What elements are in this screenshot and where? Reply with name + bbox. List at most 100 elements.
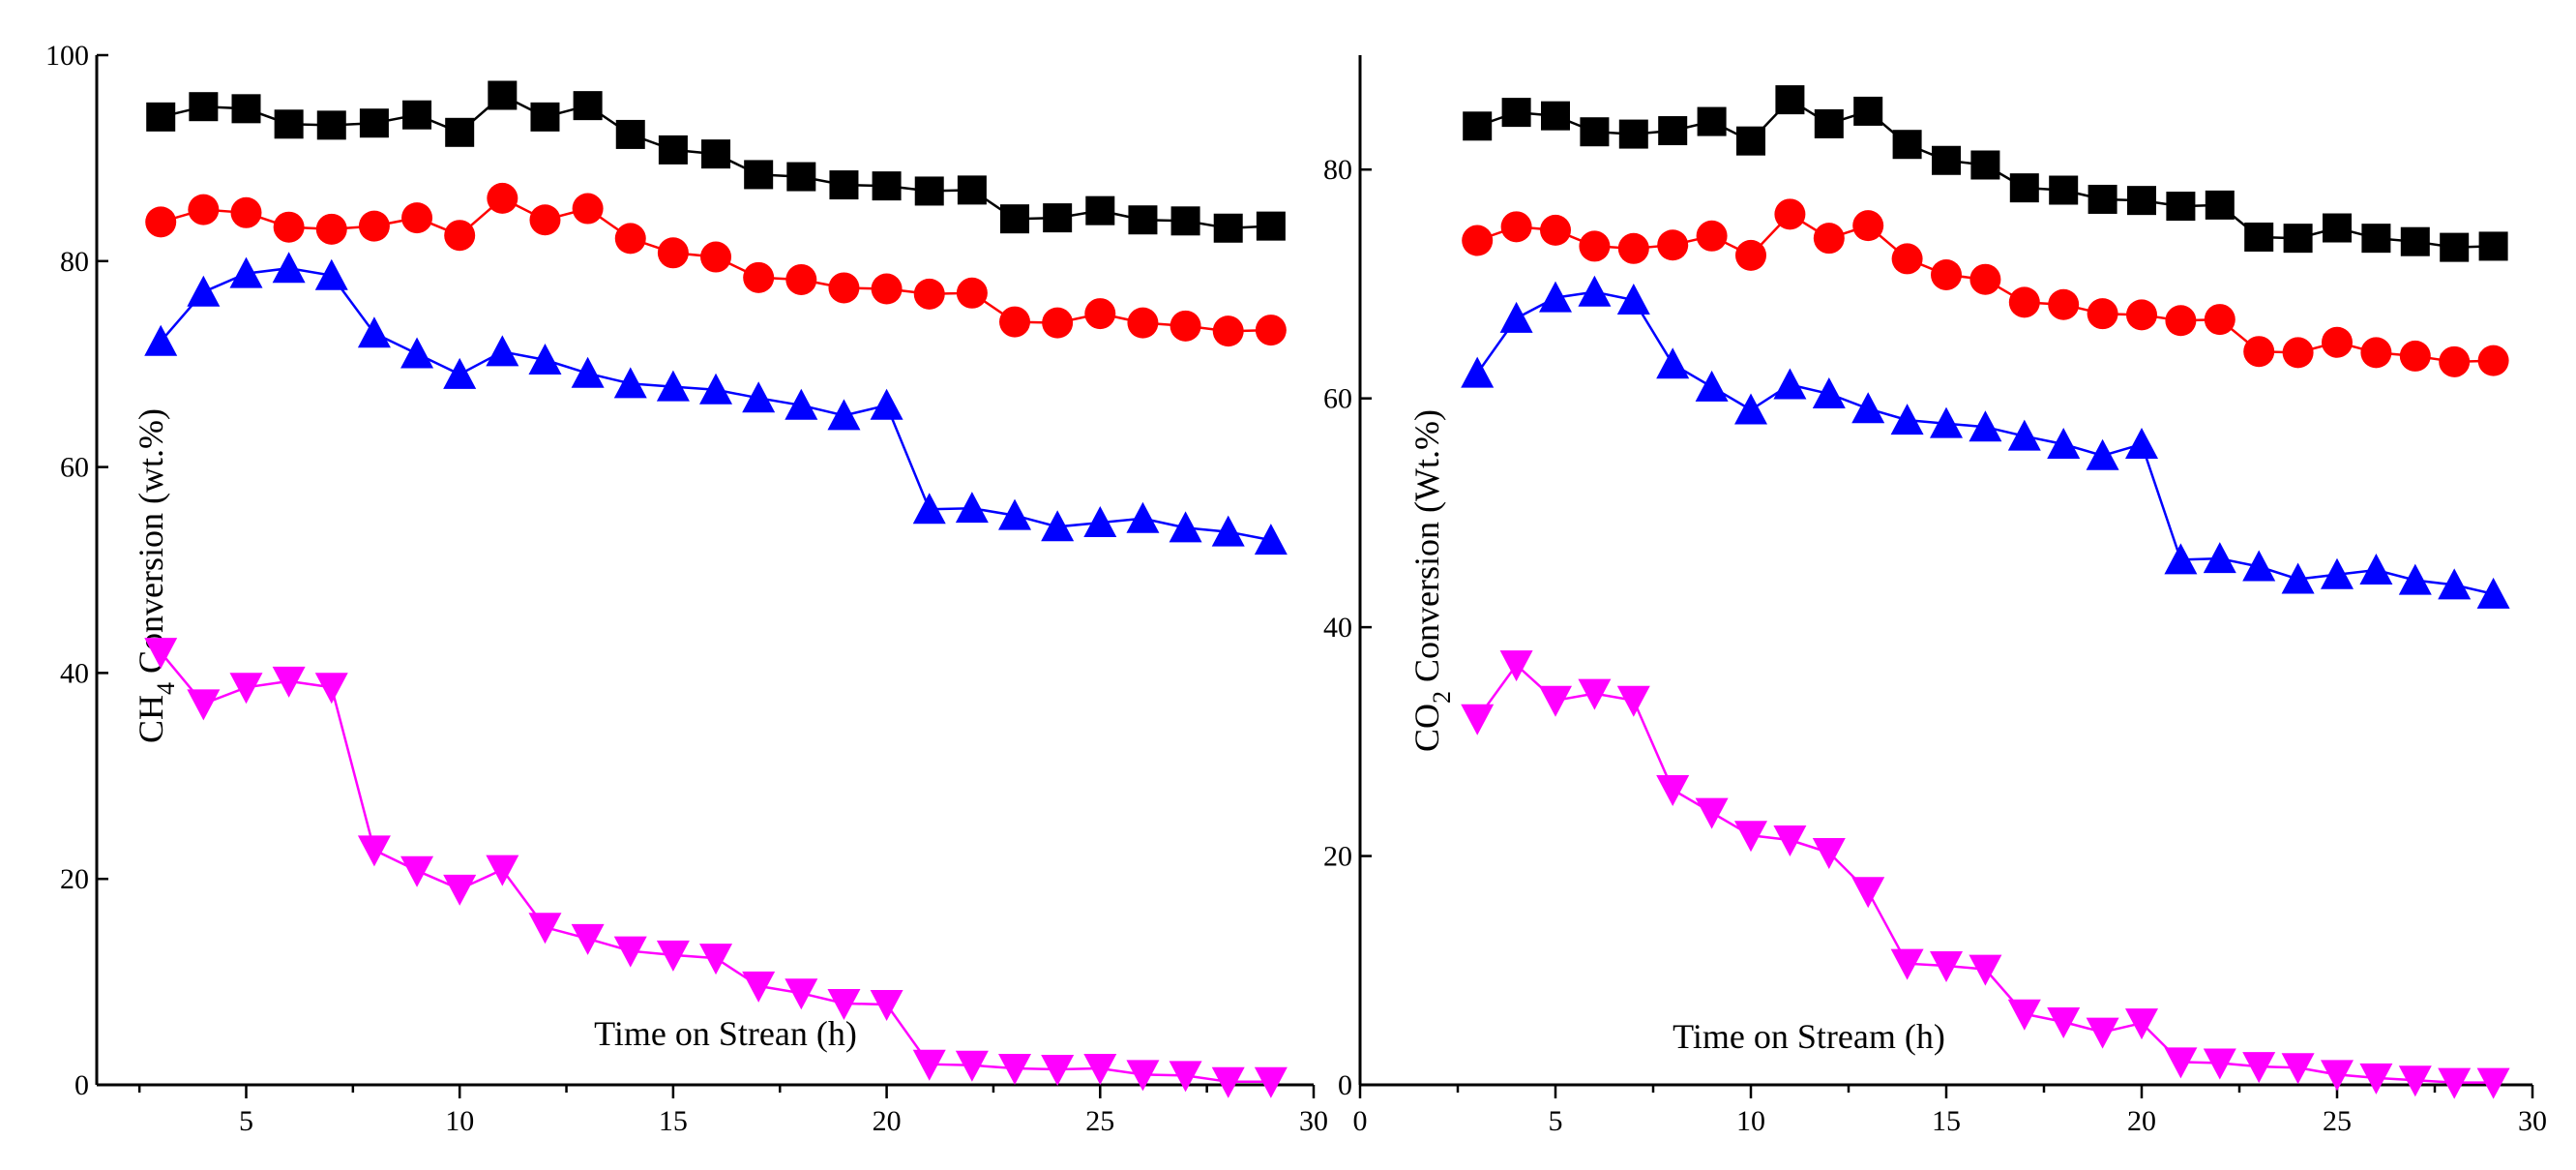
series-2-point: [529, 204, 561, 236]
y-tick-label: 100: [45, 40, 89, 72]
series-1-point: [872, 171, 902, 201]
series-4-point: [1083, 1053, 1117, 1085]
series-3-point: [571, 356, 605, 388]
x-tick-label: 20: [2127, 1105, 2156, 1137]
series-4-point: [1211, 1066, 1245, 1098]
series-3-point: [2047, 427, 2081, 459]
series-1-point: [744, 160, 774, 190]
series-3-point: [2242, 550, 2276, 582]
series-2-point: [913, 278, 945, 310]
series-3-point: [742, 381, 776, 413]
series-1-point: [2009, 173, 2039, 203]
series-2-point: [1084, 298, 1116, 330]
series-3-point: [2203, 542, 2236, 574]
y-tick-label: 0: [1338, 1069, 1352, 1101]
series-1-point: [1128, 205, 1158, 235]
series-3-point: [2125, 427, 2158, 459]
series-2-point: [2204, 304, 2235, 336]
series-3-point: [2476, 577, 2510, 609]
series-1-point: [1736, 126, 1765, 156]
series-3-point: [955, 492, 989, 524]
y-tick-label: 20: [60, 863, 89, 895]
series-4-point: [1695, 797, 1729, 829]
series-3-point: [187, 275, 221, 307]
series-1-point: [189, 92, 219, 122]
series-2-point: [871, 273, 903, 305]
series-4-point: [1254, 1066, 1288, 1098]
series-2-point: [956, 277, 988, 309]
series-2-point: [1852, 210, 1884, 242]
y-axis-title-prefix: CH: [132, 695, 170, 743]
series-4-point: [400, 855, 434, 887]
series-1-point: [1580, 117, 1610, 147]
series-3-point: [2359, 554, 2393, 585]
series-2-point: [1813, 223, 1845, 255]
series-1-point: [146, 102, 176, 132]
series-1-point: [1256, 211, 1286, 241]
series-2-point: [1462, 225, 1494, 256]
series-2-point: [1042, 307, 1074, 339]
series-1-point: [488, 80, 518, 110]
x-tick-label: 15: [659, 1105, 688, 1137]
series-2-point: [572, 193, 604, 225]
x-tick-label: 25: [2323, 1105, 2352, 1137]
series-1-point: [316, 110, 346, 140]
series-4-point: [187, 689, 221, 721]
series-3-point: [1616, 283, 1650, 315]
series-3-point: [613, 367, 647, 399]
series-4-point: [1169, 1061, 1202, 1093]
series-2-point: [743, 261, 775, 293]
series-3-point: [1126, 501, 1160, 533]
series-3-point: [1851, 392, 1885, 424]
series-2-point: [1540, 214, 1571, 246]
series-4-point: [528, 913, 562, 945]
series-2-point: [999, 306, 1031, 338]
series-4-point: [229, 673, 263, 705]
series-1-group: [1463, 85, 2508, 262]
series-1-point: [2361, 224, 2391, 254]
series-2-point: [1969, 263, 2001, 295]
series-3-point: [1969, 410, 2002, 442]
series-4-point: [1656, 774, 1690, 806]
series-1-point: [658, 135, 688, 165]
series-3-point: [1499, 301, 1533, 333]
series-3-point: [1539, 281, 1572, 313]
y-tick-label: 60: [1323, 383, 1352, 415]
series-2-point: [828, 272, 860, 304]
series-1-point: [615, 119, 645, 149]
series-2-point: [614, 223, 646, 255]
series-1-point: [2127, 186, 2156, 216]
series-3-point: [357, 316, 391, 348]
series-1-point: [1658, 116, 1688, 146]
series-1-point: [573, 91, 603, 121]
series-3-group: [1461, 275, 2510, 609]
series-3-point: [2086, 438, 2119, 470]
series-1-point: [1501, 98, 1531, 128]
series-1-point: [957, 175, 987, 205]
series-4-point: [571, 923, 605, 955]
series-2-point: [1127, 307, 1159, 339]
x-tick-label: 30: [2518, 1105, 2547, 1137]
series-2-point: [2243, 336, 2275, 368]
chart-panel-ch4: 0 20 40 60 80 100 5 10 15 20 25 30 Time on Strean (h…: [45, 40, 1328, 1137]
series-4-point: [2438, 1067, 2472, 1099]
y-tick-label: 80: [60, 246, 89, 278]
series-1-point: [231, 94, 261, 124]
series-4-point: [912, 1049, 946, 1081]
series-2-point: [487, 182, 518, 214]
series-2-group: [145, 182, 1287, 347]
series-1-point: [1541, 101, 1570, 131]
y-axis-title: CH4 Conversion (wt.%): [132, 408, 180, 743]
series-4-point: [998, 1053, 1032, 1085]
series-3-point: [656, 370, 690, 402]
series-1-point: [2323, 213, 2352, 243]
series-1-point: [1814, 108, 1844, 138]
series-1-point: [402, 100, 432, 130]
series-2-point: [1617, 232, 1649, 264]
series-3-point: [229, 256, 263, 288]
series-3-point: [2398, 563, 2432, 595]
series-3-point: [2438, 568, 2472, 600]
series-4-point: [2007, 999, 2041, 1031]
series-3-point: [1461, 356, 1495, 388]
series-1-point: [1892, 130, 1922, 160]
